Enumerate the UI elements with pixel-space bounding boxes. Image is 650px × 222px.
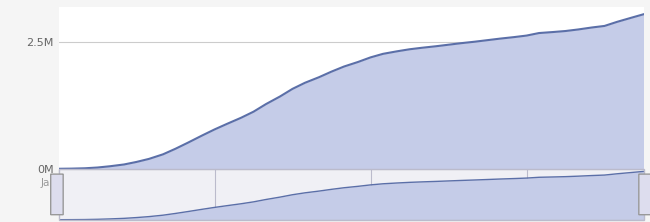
FancyBboxPatch shape	[51, 174, 63, 215]
FancyBboxPatch shape	[639, 174, 650, 215]
